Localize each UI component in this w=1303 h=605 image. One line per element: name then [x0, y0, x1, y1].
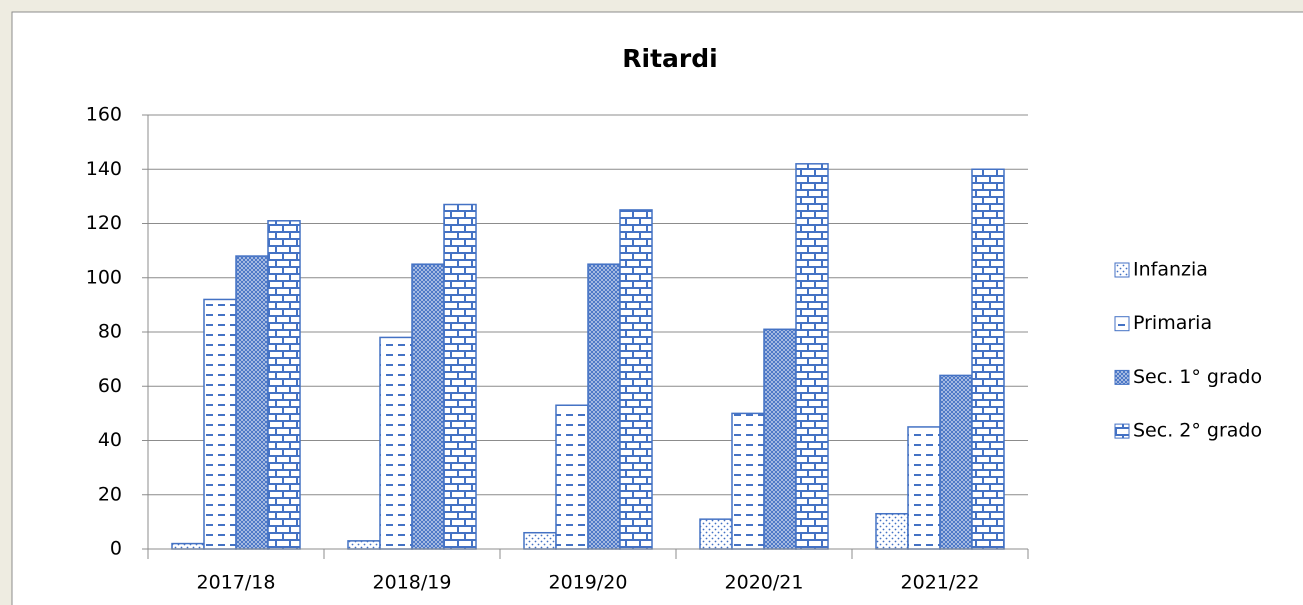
bar: [907, 426, 941, 550]
bar: [523, 531, 557, 550]
x-tick-label: 2019/20: [549, 572, 628, 594]
bar: [411, 263, 445, 550]
bar: [875, 512, 909, 550]
bar: [171, 542, 205, 550]
y-tick-label: 160: [86, 104, 122, 126]
bar: [443, 203, 477, 550]
bar: [379, 336, 413, 550]
bar: [203, 298, 237, 550]
bar: [731, 412, 765, 550]
y-tick-label: 140: [86, 158, 122, 180]
bar: [699, 518, 733, 550]
y-tick-label: 80: [98, 321, 122, 343]
y-tick-label: 20: [98, 483, 122, 505]
legend-label: Sec. 2° grado: [1133, 420, 1262, 442]
legend-swatch: [1114, 262, 1130, 278]
y-tick-label: 60: [98, 375, 122, 397]
x-tick-label: 2018/19: [373, 572, 452, 594]
bar: [763, 328, 797, 550]
bar: [555, 404, 589, 550]
legend-swatch: [1114, 369, 1130, 385]
bar: [347, 540, 381, 550]
bar: [235, 255, 269, 550]
y-tick-label: 0: [110, 538, 122, 560]
bar: [971, 168, 1005, 550]
legend-label: Infanzia: [1133, 259, 1208, 281]
legend-label: Primaria: [1133, 312, 1212, 334]
x-tick-label: 2020/21: [725, 572, 804, 594]
bar: [267, 220, 301, 550]
bar: [587, 263, 621, 550]
y-tick-label: 40: [98, 429, 122, 451]
legend-swatch: [1114, 316, 1130, 332]
x-tick-label: 2017/18: [197, 572, 276, 594]
x-tick-label: 2021/22: [901, 572, 980, 594]
chart-title: Ritardi: [622, 44, 717, 73]
bar: [795, 163, 829, 550]
y-tick-label: 120: [86, 212, 122, 234]
y-tick-label: 100: [86, 266, 122, 288]
bar: [939, 374, 973, 550]
legend-swatch: [1114, 423, 1130, 439]
bar: [619, 209, 653, 550]
legend-label: Sec. 1° grado: [1133, 366, 1262, 388]
